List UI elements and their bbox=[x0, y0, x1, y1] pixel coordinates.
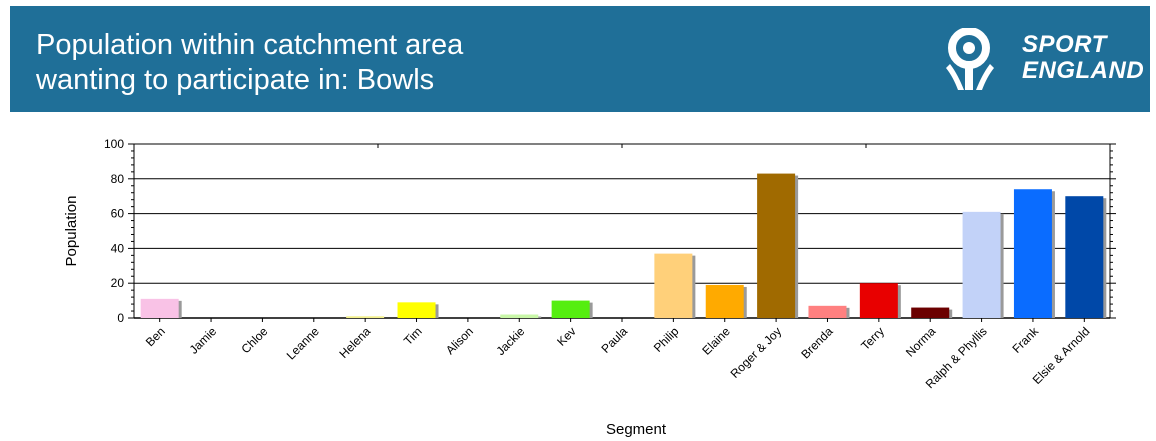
x-tick-label: Jackie bbox=[493, 324, 527, 358]
bar-chart: 0 20 40 60 80 100 Ben Jamie Chloe Leanne Helena Tim… bbox=[63, 137, 1116, 438]
x-tick-label: Roger & Joy bbox=[728, 324, 785, 381]
y-tick-label: 100 bbox=[104, 137, 124, 151]
bar bbox=[346, 316, 385, 318]
x-tick-label: Frank bbox=[1009, 324, 1041, 356]
bar bbox=[859, 283, 898, 318]
bar bbox=[705, 284, 744, 318]
y-axis-label: Population bbox=[63, 196, 80, 267]
bar bbox=[808, 305, 847, 318]
bar bbox=[500, 314, 539, 318]
y-tick-label: 80 bbox=[111, 172, 125, 186]
bar bbox=[757, 173, 796, 318]
y-tick-label: 0 bbox=[117, 311, 124, 325]
bar bbox=[654, 253, 693, 318]
bar bbox=[397, 302, 436, 318]
page-title-line-1: Population within catchment area bbox=[36, 29, 464, 61]
y-tick-label: 20 bbox=[111, 276, 125, 290]
bar bbox=[140, 298, 179, 318]
x-tick-label: Paula bbox=[599, 324, 631, 356]
x-axis-label: Segment bbox=[606, 421, 667, 438]
logo-wordmark: SPORT ENGLAND bbox=[1022, 32, 1144, 84]
x-tick-label: Philip bbox=[651, 324, 682, 355]
page-title: Population within catchment area wanting… bbox=[36, 28, 463, 98]
bar bbox=[911, 307, 950, 318]
header-banner: Population within catchment area wanting… bbox=[10, 6, 1150, 112]
bar bbox=[1065, 196, 1104, 318]
x-tick-label: Alison bbox=[443, 324, 476, 357]
logo-line-1: SPORT bbox=[1022, 31, 1107, 58]
bar bbox=[1013, 189, 1052, 318]
x-tick-label: Norma bbox=[903, 324, 939, 360]
page-title-line-2: wanting to participate in: Bowls bbox=[36, 64, 435, 96]
x-tick-label: Kev bbox=[554, 324, 579, 349]
x-tick-label: Ben bbox=[143, 324, 168, 349]
x-tick-label: Chloe bbox=[238, 324, 270, 356]
x-tick-label: Leanne bbox=[284, 324, 322, 362]
bar bbox=[551, 300, 590, 318]
logo-line-2: ENGLAND bbox=[1022, 57, 1145, 84]
sport-england-figure-icon bbox=[946, 28, 994, 90]
bar bbox=[962, 211, 1001, 318]
sport-england-logo: SPORT ENGLAND bbox=[940, 28, 1144, 94]
x-tick-label: Terry bbox=[858, 324, 887, 353]
y-tick-label: 40 bbox=[111, 241, 125, 255]
x-tick-label: Tim bbox=[401, 324, 425, 348]
y-tick-label: 60 bbox=[111, 207, 125, 221]
x-tick-label: Elaine bbox=[699, 324, 733, 358]
x-tick-label: Brenda bbox=[798, 324, 835, 361]
x-tick-label: Jamie bbox=[187, 324, 220, 357]
x-tick-label: Helena bbox=[336, 324, 373, 361]
